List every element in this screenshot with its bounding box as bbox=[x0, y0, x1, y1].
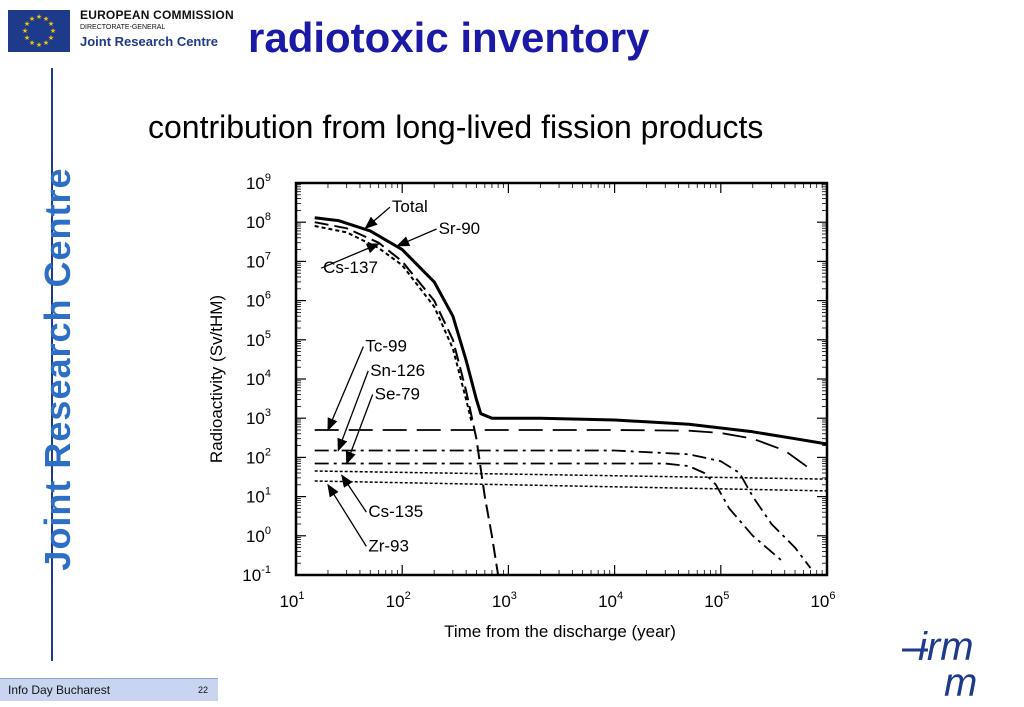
org-name: EUROPEAN COMMISSION bbox=[80, 8, 234, 22]
series-sr-90 bbox=[314, 221, 500, 576]
page-number: 22 bbox=[198, 685, 209, 695]
x-tick-label: 101 bbox=[279, 590, 304, 611]
y-tick-label: 108 bbox=[246, 211, 271, 232]
annotation-arrow-se-79 bbox=[345, 394, 374, 465]
series-se-79 bbox=[314, 462, 786, 564]
series-total bbox=[314, 216, 828, 446]
footer-text: Info Day Bucharest bbox=[8, 683, 111, 697]
y-tick-label: 100 bbox=[246, 525, 271, 546]
y-tick-label: 10-1 bbox=[242, 564, 271, 585]
annotation-arrow-cs-135 bbox=[341, 474, 367, 513]
series-sn-126 bbox=[314, 449, 812, 569]
svg-text:★: ★ bbox=[24, 34, 30, 42]
annotation-arrow-cs-137 bbox=[320, 243, 380, 269]
y-axis-label: Radioactivity (Sv/tHM) bbox=[207, 295, 226, 463]
org-jrc: Joint Research Centre bbox=[80, 34, 218, 49]
series-cs-137 bbox=[314, 225, 473, 423]
y-tick-label: 107 bbox=[246, 250, 271, 271]
annotation-label-total: Total bbox=[392, 197, 428, 216]
series-tc-99 bbox=[314, 429, 812, 470]
series-layer bbox=[314, 216, 828, 576]
eu-jrc-logo: ★ ★ ★ ★ ★ ★ ★ ★ ★ ★ ★ ★ EUROPEAN COMMISSION DIRE… bbox=[8, 8, 248, 58]
x-tick-label: 106 bbox=[810, 590, 835, 611]
x-tick-label: 102 bbox=[386, 590, 411, 611]
org-dg: DIRECTORATE-GENERAL bbox=[80, 24, 166, 31]
annotation-label-tc-99: Tc-99 bbox=[365, 337, 407, 356]
y-tick-label: 104 bbox=[246, 368, 271, 389]
annotation-arrow-sn-126 bbox=[337, 370, 369, 452]
x-axis-label: Time from the discharge (year) bbox=[444, 622, 676, 641]
sidebar-divider bbox=[51, 68, 53, 661]
annotation-label-se-79: Se-79 bbox=[375, 384, 420, 403]
y-tick-label: 102 bbox=[246, 446, 271, 467]
svg-text:★: ★ bbox=[29, 15, 35, 23]
annotation-arrow-tc-99 bbox=[327, 346, 364, 432]
x-tick-labels: 101 102 103 104 105 106 bbox=[279, 590, 835, 611]
annotation-label-cs-135: Cs-135 bbox=[368, 502, 423, 521]
svg-text:★: ★ bbox=[36, 13, 42, 21]
svg-text:★: ★ bbox=[48, 34, 54, 42]
svg-text:★: ★ bbox=[22, 27, 28, 35]
axis-ticks bbox=[295, 182, 828, 576]
annotation-layer: Total Sr-90 Cs-137 Tc-99 Sn-126 Se-79 Cs-135 Zr… bbox=[320, 197, 481, 555]
annotation-label-cs-137: Cs-137 bbox=[323, 258, 378, 277]
page-subtitle: contribution from long-lived fission pro… bbox=[148, 109, 764, 145]
series-cs-135 bbox=[314, 470, 828, 480]
annotation-label-zr-93: Zr-93 bbox=[368, 536, 409, 555]
x-tick-label: 104 bbox=[598, 590, 623, 611]
series-zr-93 bbox=[314, 480, 828, 492]
annotation-arrow-sr-90 bbox=[396, 228, 437, 247]
svg-text:★: ★ bbox=[48, 20, 54, 28]
y-tick-label: 106 bbox=[246, 290, 271, 311]
irmm-logo-line2: m bbox=[944, 661, 977, 702]
annotation-label-sn-126: Sn-126 bbox=[370, 361, 425, 380]
x-tick-label: 103 bbox=[492, 590, 517, 611]
y-tick-label: 105 bbox=[246, 329, 271, 350]
annotation-label-sr-90: Sr-90 bbox=[439, 219, 481, 238]
x-tick-label: 105 bbox=[704, 590, 729, 611]
svg-text:★: ★ bbox=[36, 41, 42, 49]
irmm-logo-line1: irm bbox=[918, 625, 974, 669]
eu-flag-icon: ★ ★ ★ ★ ★ ★ ★ ★ ★ ★ ★ ★ bbox=[8, 10, 70, 52]
y-tick-label: 103 bbox=[246, 407, 271, 428]
page-title: radiotoxic inventory bbox=[248, 14, 650, 61]
annotation-arrow-zr-93 bbox=[327, 483, 367, 547]
svg-text:★: ★ bbox=[29, 39, 35, 47]
footer-bar: Info Day Bucharest 22 bbox=[0, 678, 218, 701]
y-tick-labels: 10-1 100 101 102 103 104 105 106 107 108 109 bbox=[242, 172, 271, 585]
y-tick-label: 101 bbox=[246, 486, 271, 507]
y-tick-label: 109 bbox=[246, 172, 271, 193]
svg-text:★: ★ bbox=[24, 20, 30, 28]
svg-text:★: ★ bbox=[43, 39, 49, 47]
annotation-arrow-total bbox=[364, 206, 391, 230]
svg-text:★: ★ bbox=[43, 15, 49, 23]
irmm-logo: irm m bbox=[900, 622, 1020, 705]
svg-text:★: ★ bbox=[50, 27, 56, 35]
